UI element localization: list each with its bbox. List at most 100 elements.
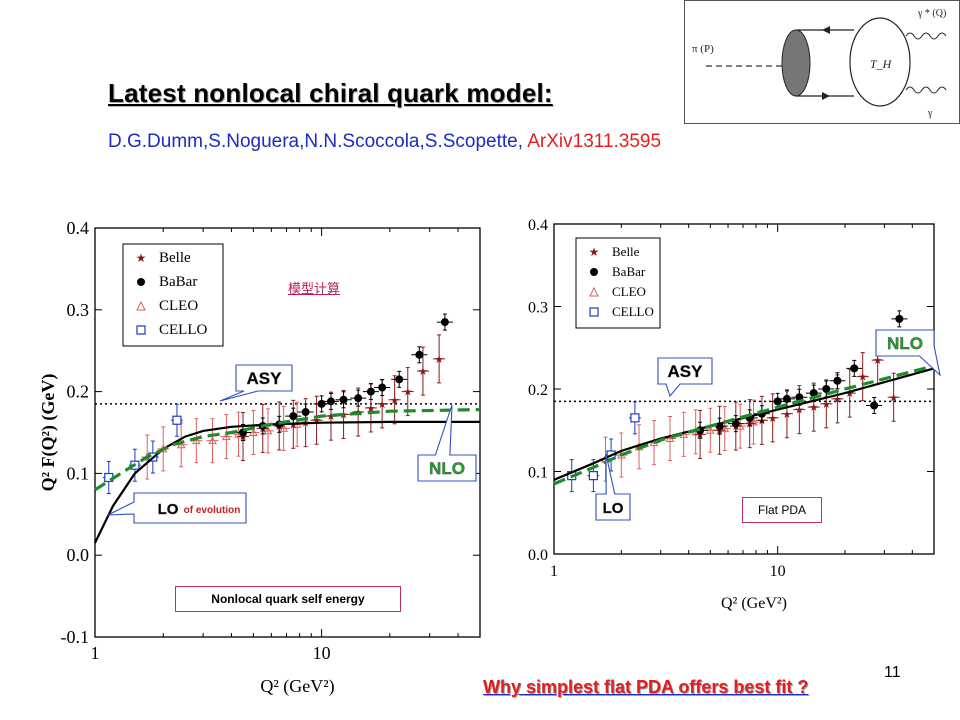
nlo-callout-right-shape — [875, 329, 941, 377]
legend-label: Belle — [159, 250, 191, 266]
data-point-belle: ★ — [809, 402, 819, 414]
data-point-babar — [301, 408, 310, 417]
data-point-cleo — [263, 426, 273, 435]
y-tick-label: 0.1 — [67, 463, 90, 483]
flat-pda-question-link[interactable]: Why simplest flat PDA offers best fit ? — [483, 677, 809, 697]
nlo-curve — [553, 364, 935, 486]
data-point-belle: ★ — [288, 419, 298, 431]
nlo-curve — [94, 408, 481, 492]
data-point-babar — [809, 389, 818, 398]
asy-callout-left-text: ASY — [247, 369, 283, 388]
data-point-cello — [172, 415, 182, 425]
pion-label: π (P) — [692, 43, 714, 55]
y-tick-label: 0.1 — [528, 465, 548, 482]
data-point-belle: ★ — [326, 411, 336, 423]
y-tick-label: 0.0 — [67, 545, 90, 565]
photon-real-label: γ — [927, 108, 933, 119]
pion-blob — [781, 29, 811, 97]
data-point-belle: ★ — [312, 415, 322, 427]
plot-frame — [94, 227, 481, 638]
nlo-callout-left: NLO — [417, 404, 477, 482]
data-point-belle: ★ — [403, 387, 413, 399]
data-point-babar — [354, 394, 363, 403]
data-point-belle: ★ — [366, 403, 376, 415]
legend-marker-cello — [589, 307, 599, 317]
photon-virtual-line — [905, 32, 947, 40]
data-point-babar — [378, 383, 387, 392]
legend-marker-cleo — [589, 286, 599, 297]
model-calculation-link[interactable]: 模型计算 — [288, 282, 341, 297]
x-axis-label: Q² (GeV²) — [721, 595, 787, 612]
arrow-bottom-icon — [822, 92, 830, 100]
photon-real-line — [905, 86, 947, 94]
data-point-cleo — [279, 423, 288, 432]
lo-callout-right: LO — [595, 453, 631, 521]
x-tick-label: 1 — [550, 563, 558, 580]
data-point-babar — [850, 364, 859, 373]
nonlocal-quark-label: Nonlocal quark self energy — [175, 586, 401, 612]
data-point-babar — [833, 376, 842, 385]
diagram-frame — [684, 0, 960, 124]
slide-title: Latest nonlocal chiral quark model: — [108, 78, 553, 108]
hard-kernel-label: T_H — [870, 57, 893, 71]
data-point-belle: ★ — [873, 355, 883, 367]
data-point-cleo — [208, 436, 217, 445]
data-point-belle: ★ — [845, 388, 855, 400]
legend-label: CELLO — [159, 322, 207, 338]
x-tick-label: 10 — [770, 563, 786, 580]
legend-marker-belle: ★ — [589, 245, 600, 259]
flat-pda-label: Flat PDA — [742, 497, 822, 523]
data-point-cleo — [720, 424, 730, 433]
data-point-belle: ★ — [794, 405, 804, 417]
nlo-callout-left-shape — [417, 404, 477, 482]
hard-kernel-blob — [849, 17, 911, 107]
data-point-cleo — [249, 427, 258, 436]
data-point-babar — [731, 419, 740, 428]
x-axis-label: Q² (GeV²) — [260, 676, 334, 697]
y-tick-label: 0.3 — [528, 300, 548, 317]
data-point-cleo — [222, 432, 231, 441]
legend-marker-babar — [590, 268, 598, 276]
nlo-callout-right-text: NLO — [887, 334, 923, 353]
data-point-babar — [366, 387, 375, 396]
data-point-cleo — [749, 417, 758, 426]
page-number: 11 — [884, 664, 901, 681]
legend-label: CELLO — [612, 304, 654, 319]
data-point-babar — [339, 395, 348, 404]
data-point-belle: ★ — [782, 409, 792, 421]
legend-marker-babar — [137, 278, 145, 286]
legend-label: BaBar — [159, 274, 197, 290]
data-point-cello — [630, 413, 640, 423]
lo-curve — [94, 420, 480, 544]
asy-callout-right-shape — [657, 357, 713, 398]
nlo-callout-right: NLO — [875, 329, 941, 377]
data-point-cleo — [705, 425, 715, 434]
asy-callout-right-text: ASY — [668, 362, 704, 381]
photon-virtual-label: γ * (Q) — [917, 8, 946, 19]
data-point-belle: ★ — [434, 354, 444, 366]
x-tick-label: 1 — [91, 643, 100, 663]
data-point-babar — [870, 401, 879, 410]
lo-callout-left-suffix: of evolution — [184, 505, 241, 516]
asy-callout-right: ASY — [657, 357, 713, 398]
x-tick-label: 10 — [313, 643, 331, 663]
data-point-cello — [588, 471, 598, 481]
y-tick-label: 0.2 — [528, 382, 548, 399]
arrow-top-icon — [822, 26, 830, 34]
lo-callout-right-text: LO — [603, 500, 624, 517]
lo-callout-left-shape — [107, 492, 247, 524]
legend-label: Belle — [612, 244, 640, 259]
authors-line: D.G.Dumm,S.Noguera,N.N.Scoccola,S.Scopet… — [108, 131, 661, 153]
y-tick-label: 0.4 — [528, 217, 548, 234]
nlo-callout-left-text: NLO — [429, 459, 465, 478]
legend: ★ Belle BaBar CLEO CELLO — [575, 237, 661, 329]
data-point-babar — [782, 394, 791, 403]
legend: ★ Belle BaBar CLEO CELLO — [122, 243, 224, 347]
lo-callout-left: LO of evolution — [107, 492, 247, 524]
left-chart: -0.1 0.0 0.1 0.2 0.3 0.4 1 10 Q² (GeV²) Q² F(Q²) … — [40, 218, 481, 697]
data-point-babar — [289, 412, 298, 421]
y-tick-label: 0.4 — [67, 218, 90, 238]
data-point-belle: ★ — [858, 372, 868, 384]
feynman-diagram: π (P) T_H γ * (Q) γ — [684, 0, 960, 124]
